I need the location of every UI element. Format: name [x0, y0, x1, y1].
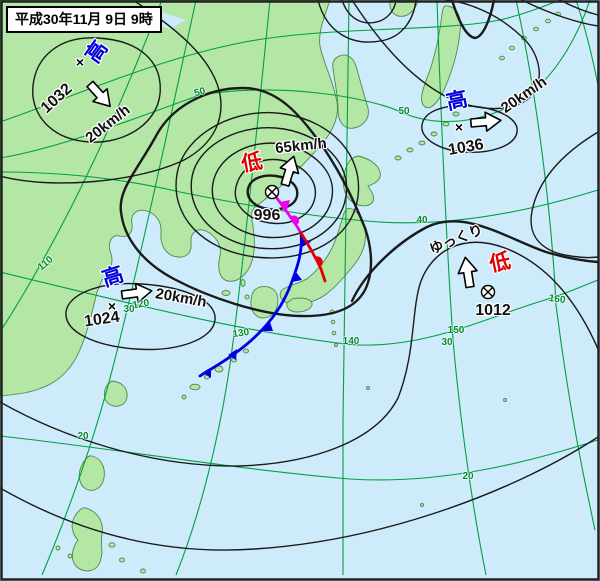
grid-meridian-150: 150	[447, 325, 465, 336]
front-cold	[198, 231, 303, 378]
grid-meridian-140: 140	[342, 336, 360, 347]
isobar-1024-high1	[0, 1, 222, 184]
isobar-1016-low1	[175, 112, 360, 259]
low2-pressure: 1012	[475, 302, 511, 319]
island-ryukyus	[181, 279, 250, 400]
front-occluded-triangle	[280, 200, 290, 210]
low-center-marks	[264, 184, 496, 300]
landmass-asia	[0, 0, 338, 397]
arrow-low2-north	[457, 256, 478, 289]
island-north-blob	[389, 0, 419, 17]
landmasses	[0, 0, 561, 574]
low2-kanji: 低	[487, 249, 513, 277]
arrow-high3-east	[469, 111, 502, 132]
high1-center-x: ×	[75, 54, 85, 70]
isobars	[0, 0, 600, 551]
meridian-110e	[0, 0, 163, 333]
front-warm-semicircle	[313, 256, 323, 267]
grid-parallel-40: 40	[416, 215, 428, 226]
isobar-1004-low1	[234, 158, 317, 225]
island-luzon	[71, 507, 103, 572]
isobar-1020-east-bold	[350, 220, 600, 303]
meridian-120e	[41, 0, 197, 576]
grid-parallel-30a: 30	[123, 304, 135, 315]
isobar-1028-high1	[32, 37, 161, 143]
isobar-1020-trough-bold	[450, 0, 496, 40]
arrow-low1-nne	[279, 155, 300, 187]
arrow-high2-east	[120, 282, 153, 304]
isobar-south	[0, 436, 599, 551]
island-east-china	[103, 380, 128, 407]
parallel-40n	[0, 171, 599, 224]
low1-kanji: 低	[239, 149, 265, 177]
isobar-1012-low1	[190, 127, 348, 250]
parallel-20n	[0, 435, 599, 481]
front-occluded-semicircle	[290, 215, 300, 225]
isobar-1028-high3	[351, 0, 540, 110]
low-center-mark-1012	[480, 284, 496, 300]
isobar-1008-low1	[211, 142, 334, 239]
isobar-trough-u1	[317, 0, 417, 43]
low1-pressure: 996	[253, 207, 281, 224]
island-shikoku	[286, 297, 313, 313]
isobar-trough-u2	[341, 0, 397, 24]
grid-meridian-160: 160	[548, 292, 567, 307]
isobar-1032-high3	[421, 105, 518, 154]
grid-parallel-30b: 30	[441, 337, 453, 348]
fronts	[198, 195, 327, 378]
island-honshu	[279, 207, 366, 305]
parallel-55n	[0, 0, 561, 123]
front-occluded	[274, 195, 303, 235]
meridian-150e	[436, 0, 487, 576]
island-hokkaido	[342, 155, 381, 207]
isobar-1020-low1-bold	[119, 86, 373, 318]
high2-center-x: ×	[107, 298, 117, 314]
island-kamchatka-strip	[421, 5, 461, 109]
grid-parallel-50b: 50	[398, 106, 410, 117]
isobar-1016-low2	[0, 241, 599, 467]
chart-title: 平成30年11月 9日 9時	[6, 6, 162, 33]
movement-arrows	[86, 80, 502, 304]
grid-parallel-20b: 20	[462, 471, 474, 482]
parallel-50n	[0, 0, 591, 159]
island-taiwan	[78, 455, 105, 491]
meridian-130e	[175, 0, 271, 576]
island-kurils	[394, 11, 561, 161]
high3-center-x: ×	[454, 119, 464, 135]
island-sakhalin	[332, 54, 369, 129]
grid-parallel-20a: 20	[77, 431, 89, 442]
isobar-1024-east	[530, 131, 599, 259]
low-center-mark-996	[264, 184, 280, 200]
parallel-30n	[0, 271, 599, 346]
high3-kanji: 高	[444, 87, 470, 115]
isobar-1000-low1	[246, 174, 299, 211]
isobar-corner-ne-1	[521, 0, 599, 27]
front-warm	[299, 231, 327, 283]
isobar-1020-high2	[65, 282, 216, 351]
arrow-high1-se	[86, 80, 111, 108]
